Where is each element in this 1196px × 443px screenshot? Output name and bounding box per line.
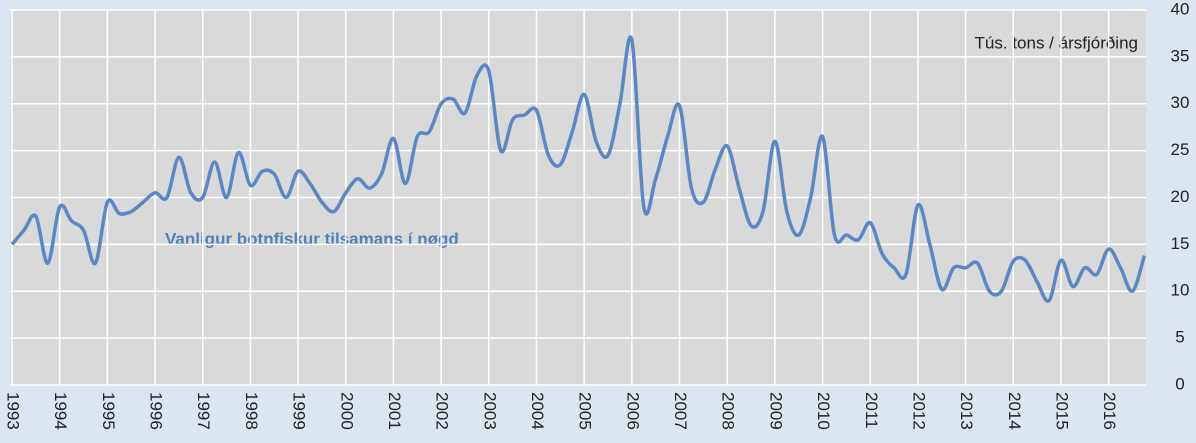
unit-label: Tús. tons / ársfjórðing [975,33,1138,52]
x-tick-label: 2011 [862,392,881,429]
x-tick-label: 2000 [337,392,356,430]
x-tick-label: 2002 [433,392,452,430]
x-tick-label: 1996 [147,392,166,430]
x-tick-label: 1998 [242,392,261,430]
x-tick-label: 1994 [51,392,70,430]
y-tick-label: 15 [1171,234,1190,253]
x-tick-label: 2009 [766,392,785,430]
x-tick-label: 2007 [671,392,690,430]
x-tick-label: 2006 [623,392,642,430]
x-tick-label: 1999 [290,392,309,430]
y-tick-label: 5 [1175,328,1184,347]
y-tick-label: 30 [1171,93,1190,112]
x-tick-label: 2016 [1100,392,1119,430]
x-tick-label: 2015 [1052,392,1071,430]
y-tick-label: 25 [1171,140,1190,159]
y-tick-label: 10 [1171,281,1190,300]
x-tick-label: 2003 [480,392,499,430]
y-tick-label: 35 [1171,46,1190,65]
series-label: Vanligur botnfiskur tilsamans í nøgd [165,229,459,248]
x-tick-label: 2012 [909,392,928,430]
x-tick-label: 2013 [957,392,976,430]
x-tick-label: 1993 [4,392,23,430]
x-tick-label: 2014 [1005,392,1024,430]
line [10,35,1147,303]
y-tick-label: 40 [1171,0,1190,18]
y-tick-label: 0 [1175,374,1184,393]
x-tick-label: 2010 [814,392,833,430]
x-tick-label: 1995 [99,392,118,430]
x-tick-label: 1997 [194,392,213,430]
x-tick-label: 2008 [719,392,738,430]
x-tick-label: 2001 [385,392,404,430]
y-tick-label: 20 [1171,187,1190,206]
x-tick-label: 2004 [528,392,547,430]
x-tick-label: 2005 [576,392,595,430]
